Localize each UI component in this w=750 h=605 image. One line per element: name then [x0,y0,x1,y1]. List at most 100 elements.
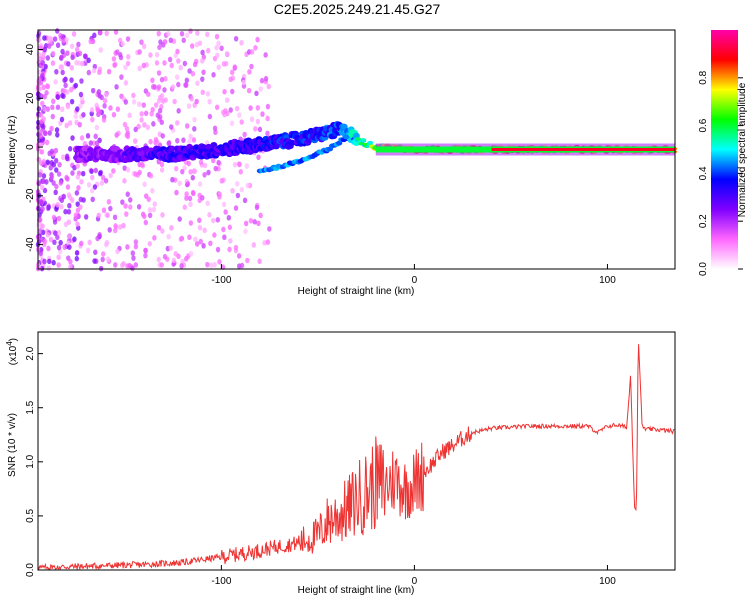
spectrogram-noise-cell [62,77,67,84]
spectrogram-noise-cell [197,40,203,47]
spectrogram-noise-cell [162,39,168,45]
spectrogram-noise-cell [151,121,156,127]
spectrogram-noise-cell [212,232,217,238]
spectrogram-noise-cell [217,259,222,265]
spectrogram-noise-cell [256,154,261,161]
spectrogram-noise-cell [254,90,259,97]
spectrogram-noise-cell [74,60,79,66]
spectrogram-x-tick-label: -100 [211,275,231,286]
spectrogram-noise-cell [57,161,62,168]
figure-title: C2E5.2025.249.21.45.G27 [274,1,441,17]
colorbar-tick-label: 0.6 [698,118,709,132]
spectrogram-noise-cell [78,103,83,109]
spectrogram-noise-cell [154,51,160,58]
spectrogram-noise-cell [40,223,45,230]
spectrogram-noise-cell [60,48,65,55]
spectrogram-noise-cell [187,68,192,74]
spectrogram-noise-cell [215,246,221,253]
spectrogram-noise-cell [191,137,197,143]
spectrogram-noise-cell [126,54,131,60]
spectrogram-noise-cell [160,228,165,234]
spectrogram-noise-cell [55,202,60,208]
spectrogram-noise-cell [248,105,253,111]
spectrogram-noise-cell [179,263,184,269]
spectrogram-noise-cell [93,167,99,174]
spectrogram-noise-cell [156,70,162,76]
spectrogram-noise-cell [176,58,181,64]
spectrogram-noise-cell [41,84,46,91]
spectrogram-noise-cell [106,199,112,205]
spectrogram-noise-cell [41,116,46,122]
spectrogram-noise-cell [137,65,142,72]
spectrogram-noise-cell [154,60,160,66]
spectrogram-noise-cell [148,172,154,179]
spectrogram-noise-cell [149,110,154,117]
spectrogram-noise-cell [230,88,235,95]
spectrogram-noise-cell [58,64,63,70]
snr-x-axis: -100 0 100 [211,565,616,587]
spectrogram-noise-cell [137,101,142,107]
spectrogram-noise-cell [239,40,244,46]
spectrogram-noise-cell [39,184,45,191]
spectrogram-noise-cell [226,214,232,221]
spectrogram-noise-cell [182,60,188,67]
spectrogram-noise-cell [54,127,60,133]
spectrogram-noise-cell [243,220,249,227]
spectrogram-noise-cell [77,50,83,57]
spectrogram-noise-cell [237,112,242,118]
spectrogram-noise-cell [67,146,73,152]
spectrogram-noise-cell [89,187,95,194]
spectrogram-noise-cell [52,36,58,42]
spectrogram-noise-cell [81,170,86,177]
spectrogram-noise-cell [47,43,52,49]
spectrogram-noise-cell [69,77,74,83]
spectrogram-noise-cell [50,104,55,111]
spectrogram-noise-cell [49,148,55,155]
spectrogram-noise-cell [107,227,112,233]
spectrogram-noise-cell [91,67,97,74]
spectrogram-noise-cell [192,116,197,123]
spectrogram-noise-cell [208,240,213,247]
spectrogram-noise-cell [159,76,165,83]
spectrogram-noise-cell [207,212,212,218]
spectrogram-noise-cell [37,172,43,178]
snr-x-tick-label: -100 [211,576,231,587]
spectrogram-noise-cell [56,229,62,236]
spectrogram-noise-cell [105,256,111,262]
spectrogram-noise-cell [117,224,123,230]
spectrogram-noise-cell [38,112,44,118]
spectrogram-noise-cell [162,87,167,93]
spectrogram-noise-cell [36,37,41,43]
spectrogram-noise-cell [189,95,194,102]
spectrogram-noise-cell [124,132,130,139]
spectrogram-noise-cell [197,224,203,231]
spectrogram-noise-cell [123,80,129,86]
spectrogram-noise-cell [112,214,118,221]
spectrogram-noise-cell [78,91,84,98]
spectrogram-noise-cell [103,177,109,184]
spectrogram-noise-cell [195,30,200,36]
spectrogram-noise-cell [125,244,130,250]
spectrogram-noise-cell [98,47,103,53]
spectrogram-noise-cell [176,108,181,114]
spectrogram-noise-cell [258,86,263,92]
spectrogram-noise-cell [217,194,222,200]
spectrogram-noise-cell [122,165,127,171]
spectrogram-noise-cell [86,182,92,188]
spectrogram-noise-cell [162,60,167,66]
spectrogram-noise-cell [207,98,212,105]
spectrogram-noise-cell [73,212,79,219]
spectrogram-noise-cell [181,37,186,44]
spectrogram-noise-cell [80,60,85,67]
spectrogram-noise-cell [184,195,189,201]
spectrogram-noise-cell [45,106,51,112]
spectrogram-noise-cell [143,219,149,226]
spectrogram-noise-cell [207,113,213,120]
spectrogram-noise-cell [141,102,146,108]
spectrogram-noise-cell [74,250,80,256]
spectrogram-noise-cell [113,227,118,234]
spectrogram-noise-cell [182,204,187,211]
spectrogram-noise-cell [185,123,190,129]
spectrogram-noise-cell [170,84,176,90]
spectrogram-noise-cell [73,82,79,89]
